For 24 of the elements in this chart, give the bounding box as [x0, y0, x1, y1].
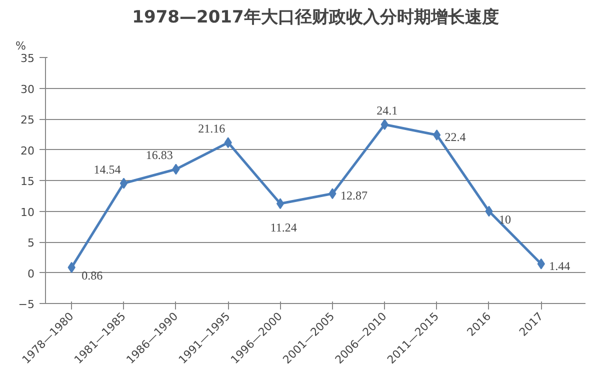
data-label: 16.83 — [146, 148, 173, 162]
data-label: 1.44 — [549, 258, 570, 273]
y-axis-title: % — [16, 40, 26, 52]
y-tick-label: 25 — [20, 114, 35, 126]
data-label: 14.54 — [94, 162, 121, 176]
data-label: 10 — [498, 212, 511, 226]
data-label: 24.1 — [376, 104, 398, 118]
y-tick-label: 35 — [20, 52, 35, 65]
point — [432, 129, 441, 140]
point — [120, 178, 128, 189]
chart-title: 1978—2017年大口径财政收入分时期增长速度 — [132, 8, 499, 28]
y-tick-label: 0 — [28, 267, 34, 280]
data-label: 22.4 — [444, 130, 466, 144]
data-label: 11.24 — [270, 220, 297, 235]
y-tick-label: 5 — [28, 236, 34, 250]
y-tick-label: 15 — [20, 175, 35, 188]
y-tick-label: −5 — [18, 298, 35, 311]
point — [276, 198, 284, 210]
y-tick-label: 30 — [20, 82, 35, 96]
y-tick-label: 10 — [20, 206, 35, 219]
data-label: 12.87 — [340, 188, 368, 203]
data-label: 0.86 — [82, 268, 103, 282]
y-tick-label: 20 — [20, 144, 35, 158]
data-label: 21.16 — [198, 122, 226, 136]
